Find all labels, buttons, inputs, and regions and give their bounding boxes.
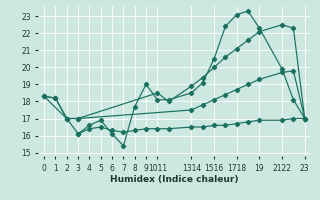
X-axis label: Humidex (Indice chaleur): Humidex (Indice chaleur) — [110, 175, 239, 184]
